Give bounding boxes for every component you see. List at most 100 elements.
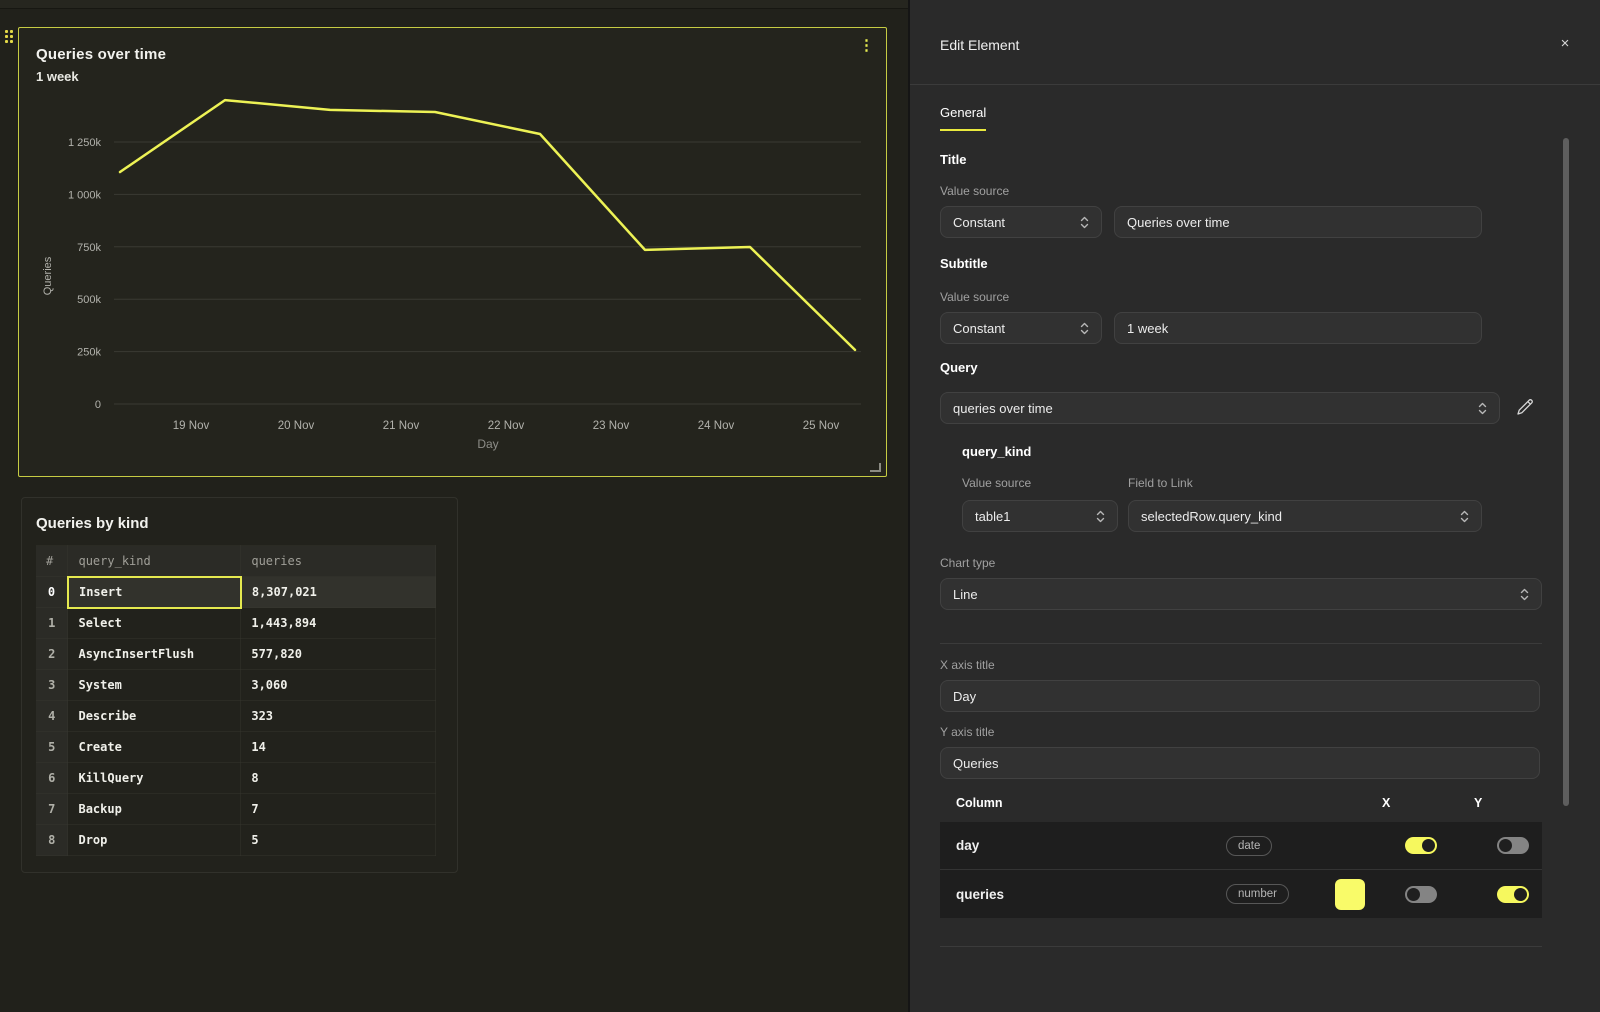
query-kind-cell[interactable]: Select [67, 607, 242, 639]
table-row[interactable]: 1 Select 1,443,894 [36, 607, 436, 639]
row-index-cell[interactable]: 1 [36, 607, 69, 639]
table-row[interactable]: 4 Describe 323 [36, 700, 436, 732]
edit-query-pencil-icon[interactable] [1514, 396, 1536, 423]
resize-handle[interactable] [870, 463, 881, 472]
query-kind-cell[interactable]: Create [67, 731, 242, 763]
query-kind-cell[interactable]: System [67, 669, 242, 701]
subtitle-source-select[interactable]: Constant [940, 312, 1102, 344]
day-x-toggle[interactable] [1405, 837, 1437, 854]
y-tick-label: 250k [77, 347, 101, 359]
row-index-cell[interactable]: 7 [36, 793, 69, 825]
queries-value-cell[interactable]: 3,060 [240, 669, 436, 701]
section-divider [940, 643, 1542, 644]
queries-value-cell[interactable]: 577,820 [240, 638, 436, 670]
top-strip [0, 0, 908, 9]
table-row[interactable]: 0 Insert 8,307,021 [36, 575, 436, 609]
x-tick-label: 20 Nov [278, 420, 315, 432]
title-value-source-label: Value source [940, 184, 1010, 198]
table-row[interactable]: 7 Backup 7 [36, 793, 436, 825]
bottom-divider [940, 946, 1542, 947]
y-axis-title-input[interactable]: Queries [940, 747, 1540, 779]
close-icon[interactable]: × [1560, 35, 1570, 52]
chart-subtitle: 1 week [36, 69, 79, 84]
subtitle-value-input[interactable]: 1 week [1114, 312, 1482, 344]
select-chevrons-icon [1520, 588, 1529, 600]
table-row[interactable]: 5 Create 14 [36, 731, 436, 763]
title-value-input[interactable]: Queries over time [1114, 206, 1482, 238]
title-section-label: Title [940, 152, 967, 167]
query-select[interactable]: queries over time [940, 392, 1500, 424]
chart-title: Queries over time [36, 46, 167, 63]
line-series [118, 98, 857, 352]
query-kind-source-select[interactable]: table1 [962, 500, 1118, 532]
y-tick-label: 1 000k [68, 189, 102, 201]
y-axis-title-value: Queries [953, 755, 999, 771]
y-axis-title: Queries [42, 256, 54, 295]
query-kind-section-label: query_kind [962, 444, 1032, 459]
queries-value-cell[interactable]: 8 [240, 762, 436, 794]
day-y-toggle[interactable] [1497, 837, 1529, 854]
query-kind-cell[interactable]: Insert [66, 575, 242, 609]
drag-handle-icon[interactable] [5, 30, 13, 43]
queries-value-cell[interactable]: 323 [240, 700, 436, 732]
x-axis-title-input[interactable]: Day [940, 680, 1540, 712]
row-index-cell[interactable]: 2 [36, 638, 69, 670]
row-index-cell[interactable]: 6 [36, 762, 69, 794]
query-kind-cell[interactable]: Drop [67, 824, 242, 856]
y-tick-label: 500k [77, 294, 101, 306]
query-kind-cell[interactable]: Backup [67, 793, 242, 825]
subtitle-section-label: Subtitle [940, 256, 988, 271]
table-title: Queries by kind [36, 515, 149, 532]
queries-by-kind-panel: Queries by kind # query_kind queries 0 In… [21, 497, 458, 873]
table-row[interactable]: 2 AsyncInsertFlush 577,820 [36, 638, 436, 670]
field-to-link-label: Field to Link [1128, 476, 1193, 490]
select-chevrons-icon [1460, 510, 1469, 522]
table-row[interactable]: 8 Drop 5 [36, 824, 436, 856]
panel-menu-icon[interactable]: ⋮ [859, 37, 874, 54]
select-chevrons-icon [1080, 322, 1089, 334]
query-kind-cell[interactable]: KillQuery [67, 762, 242, 794]
tab-general[interactable]: General [940, 105, 987, 131]
subtitle-source-value: Constant [953, 320, 1006, 336]
title-value-text: Queries over time [1127, 214, 1230, 230]
row-index-cell[interactable]: 3 [36, 669, 69, 701]
row-index-cell[interactable]: 5 [36, 731, 69, 763]
queries-value-cell[interactable]: 8,307,021 [240, 576, 436, 608]
select-chevrons-icon [1096, 510, 1105, 522]
query-kind-source-value: table1 [975, 508, 1011, 524]
row-index-cell[interactable]: 8 [36, 824, 69, 856]
queries-value-cell[interactable]: 7 [240, 793, 436, 825]
queries-y-toggle[interactable] [1497, 885, 1529, 903]
x-axis-title-value: Day [953, 688, 977, 704]
chart-type-value: Line [953, 586, 978, 602]
queries-x-toggle[interactable] [1405, 885, 1437, 903]
query-select-value: queries over time [953, 400, 1053, 416]
chart-panel[interactable]: 0 250k 500k 750k 1 000k 1 250k 19 Nov 20 Nov 21 … [18, 27, 887, 477]
queries-value-cell[interactable]: 1,443,894 [240, 607, 436, 639]
query-kind-cell[interactable]: Describe [67, 700, 242, 732]
subtitle-value-text: 1 week [1127, 320, 1169, 336]
table-row[interactable]: 6 KillQuery 8 [36, 762, 436, 794]
line-chart: 0 250k 500k 750k 1 000k 1 250k 19 Nov 20 Nov 21 … [42, 98, 861, 451]
x-tick-label: 24 Nov [698, 420, 735, 432]
queries-value-cell[interactable]: 5 [240, 824, 436, 856]
col-header-index: # [36, 545, 69, 577]
table-row[interactable]: 3 System 3,060 [36, 669, 436, 701]
row-index-cell[interactable]: 4 [36, 700, 69, 732]
col-header-query-kind[interactable]: query_kind [67, 545, 242, 577]
title-source-select[interactable]: Constant [940, 206, 1102, 238]
chart-type-label: Chart type [940, 556, 996, 570]
query-kind-cell[interactable]: AsyncInsertFlush [67, 638, 242, 670]
select-chevrons-icon [1478, 402, 1487, 414]
x-axis-title-label: X axis title [940, 658, 995, 672]
queries-by-kind-table: # query_kind queries 0 Insert 8,307,021 1 Se… [36, 545, 436, 856]
x-tick-label: 22 Nov [488, 420, 525, 432]
row-index-cell[interactable]: 0 [36, 576, 69, 608]
panel-scrollbar[interactable] [1563, 138, 1569, 806]
series-color-swatch[interactable] [1335, 878, 1365, 910]
col-header-queries[interactable]: queries [240, 545, 436, 577]
queries-value-cell[interactable]: 14 [240, 731, 436, 763]
field-to-link-select[interactable]: selectedRow.query_kind [1128, 500, 1482, 532]
chart-type-select[interactable]: Line [940, 578, 1542, 610]
column-type-badge: number [1226, 884, 1289, 904]
